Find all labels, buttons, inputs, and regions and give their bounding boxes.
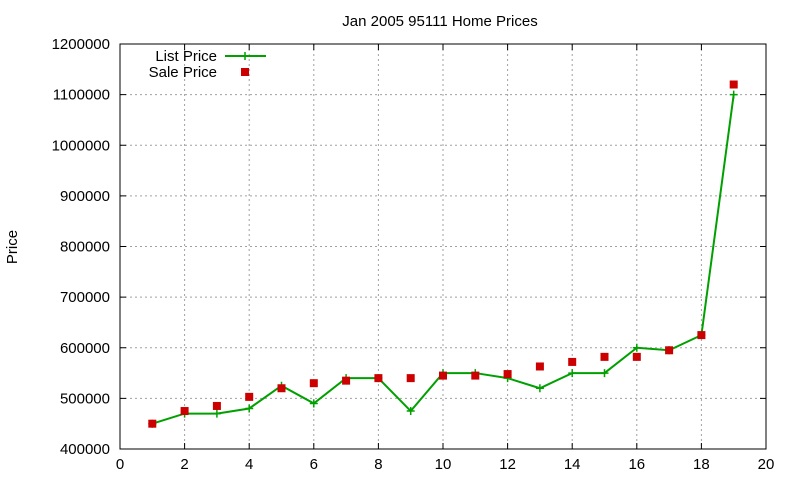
legend-label: Sale Price [149, 64, 217, 81]
x-tick-label: 12 [499, 456, 516, 473]
y-tick-label: 700000 [60, 289, 110, 306]
data-point-square [535, 362, 544, 371]
legend-label: List Price [155, 48, 217, 65]
data-point-plus [212, 409, 221, 418]
data-point-plus [309, 399, 318, 408]
x-tick-label: 20 [758, 456, 775, 473]
data-point-square [245, 392, 254, 401]
x-tick-label: 10 [435, 456, 452, 473]
axis-ticks: 0 2 4 6 8 10 12 14 16 18 20 400000 500000 600000 70000… [52, 36, 775, 473]
data-point-plus [600, 369, 609, 378]
x-tick-label: 4 [245, 456, 253, 473]
x-tick-label: 18 [693, 456, 710, 473]
data-point-plus [245, 404, 254, 413]
data-point-square [600, 352, 609, 361]
x-tick-label: 8 [374, 456, 382, 473]
data-point-square [374, 374, 383, 383]
y-tick-label: 600000 [60, 340, 110, 357]
y-tick-label: 500000 [60, 390, 110, 407]
data-point-square [568, 357, 577, 366]
chart-title: Jan 2005 95111 Home Prices [342, 13, 537, 30]
x-tick-label: 2 [180, 456, 188, 473]
data-point-square [439, 371, 447, 380]
data-point-plus [568, 369, 577, 378]
y-tick-label: 800000 [60, 239, 110, 256]
x-tick-label: 6 [310, 456, 318, 473]
series-1 [148, 80, 738, 428]
y-tick-label: 900000 [60, 188, 110, 205]
data-point-plus [406, 407, 415, 416]
data-point-square [309, 379, 318, 388]
y-tick-label: 1000000 [52, 137, 110, 154]
data-point-square [148, 419, 157, 428]
legend-marker-square [241, 68, 249, 76]
data-point-plus [632, 343, 641, 352]
series [148, 80, 738, 428]
data-point-plus [535, 384, 544, 393]
x-tick-label: 16 [628, 456, 645, 473]
data-point-square [277, 384, 286, 393]
grid [120, 44, 766, 449]
y-tick-label: 1200000 [52, 36, 110, 53]
data-point-square [471, 371, 480, 380]
data-point-square [665, 346, 674, 355]
data-point-square [503, 370, 512, 379]
y-tick-label: 1100000 [53, 87, 110, 104]
data-point-plus [729, 90, 738, 99]
data-point-square [212, 401, 221, 410]
legend-marker-plus [241, 52, 249, 60]
data-point-square [342, 376, 351, 385]
x-tick-label: 14 [564, 456, 581, 473]
y-axis-label: Price [4, 230, 21, 264]
x-tick-label: 0 [116, 456, 124, 473]
y-tick-label: 400000 [60, 441, 110, 458]
data-point-square [406, 374, 415, 383]
data-point-square [697, 331, 706, 340]
data-point-square [729, 80, 738, 89]
data-point-square [632, 352, 641, 361]
data-point-square [180, 407, 189, 416]
